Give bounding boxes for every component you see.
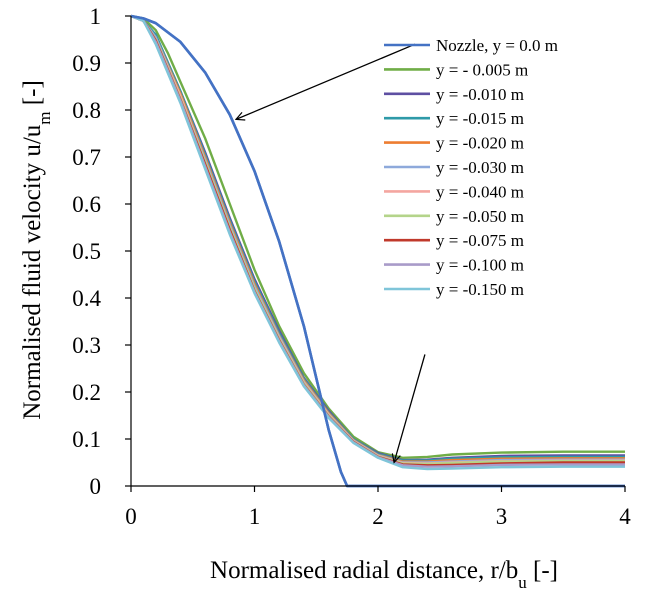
series-layer xyxy=(130,14,625,488)
x-tick-label: 0 xyxy=(125,504,137,529)
y-tick-label: 0.3 xyxy=(72,333,101,358)
annotation-arrow-1 xyxy=(394,354,426,462)
x-tick-label: 3 xyxy=(496,504,508,529)
plot-area xyxy=(131,16,625,486)
legend-label-6: y = -0.040 m xyxy=(436,182,524,201)
y-tick-label: 0.8 xyxy=(72,98,101,123)
y-tick-label: 0.1 xyxy=(72,427,101,452)
legend-label-3: y = -0.015 m xyxy=(436,109,524,128)
series-line-1 xyxy=(130,14,625,459)
annotation-arrow-0 xyxy=(236,43,416,119)
y-tick-label: 0.5 xyxy=(72,239,101,264)
axes: 0 0.1 0.2 0.3 0.4 0.5 0.6 0.7 0.8 0.9 1 0 1 2 3 4 xyxy=(72,4,631,529)
legend-label-4: y = -0.020 m xyxy=(436,134,524,153)
x-tick-label: 4 xyxy=(619,504,631,529)
y-tick-label: 0.2 xyxy=(72,380,101,405)
annotation-layer xyxy=(236,43,426,462)
y-tick-label: 0.4 xyxy=(72,286,101,311)
plot-background xyxy=(131,16,625,486)
legend-label-9: y = -0.100 m xyxy=(436,256,524,275)
y-tick-label: 0 xyxy=(90,474,102,499)
y-tick-label: 1 xyxy=(90,4,102,29)
x-tick-label: 2 xyxy=(372,504,384,529)
legend-label-8: y = -0.075 m xyxy=(436,231,524,250)
legend-label-2: y = -0.010 m xyxy=(436,85,524,104)
legend-label-5: y = -0.030 m xyxy=(436,158,524,177)
y-tick-label: 0.6 xyxy=(72,192,101,217)
y-tick-label: 0.7 xyxy=(72,145,101,170)
y-axis-title: Normalised fluid velocity u/um [-] xyxy=(19,80,54,420)
legend-label-10: y = -0.150 m xyxy=(436,280,524,299)
x-axis-title: Normalised radial distance, r/bu [-] xyxy=(210,557,558,591)
legend-label-0: Nozzle, y = 0.0 m xyxy=(436,36,558,55)
series-line-10 xyxy=(130,14,625,471)
y-tick-label: 0.9 xyxy=(72,51,101,76)
legend-label-7: y = -0.050 m xyxy=(436,207,524,226)
legend-label-1: y = - 0.005 m xyxy=(436,60,528,79)
x-tick-label: 1 xyxy=(249,504,261,529)
legend: Nozzle, y = 0.0 m y = - 0.005 m y = -0.010… xyxy=(384,36,558,299)
